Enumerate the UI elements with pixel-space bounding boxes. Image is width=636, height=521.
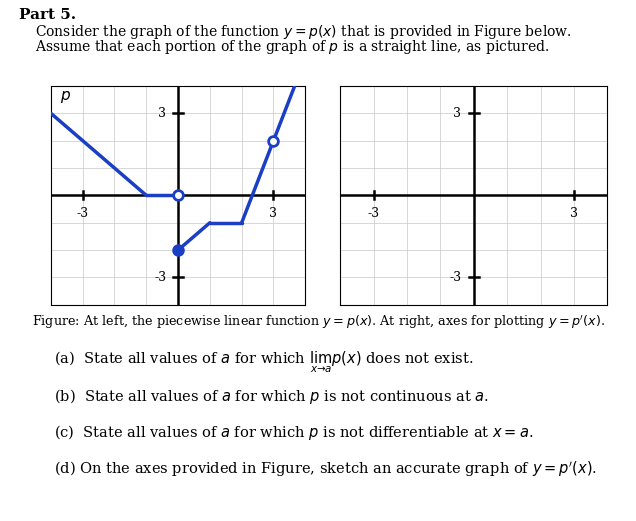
- Text: $p$: $p$: [60, 89, 71, 105]
- Text: 3: 3: [453, 107, 462, 120]
- Text: 3: 3: [570, 207, 578, 220]
- Text: -3: -3: [368, 207, 380, 220]
- Text: Consider the graph of the function $y = p(x)$ that is provided in Figure below.: Consider the graph of the function $y = …: [35, 23, 572, 42]
- Text: (b)  State all values of $a$ for which $p$ is not continuous at $a$.: (b) State all values of $a$ for which $p…: [54, 387, 489, 405]
- Text: 3: 3: [158, 107, 167, 120]
- Text: Part 5.: Part 5.: [19, 8, 76, 22]
- Text: -3: -3: [154, 271, 167, 284]
- Text: Assume that each portion of the graph of $p$ is a straight line, as pictured.: Assume that each portion of the graph of…: [35, 38, 550, 56]
- Text: (c)  State all values of $a$ for which $p$ is not differentiable at $x = a$.: (c) State all values of $a$ for which $p…: [54, 423, 534, 442]
- Text: -3: -3: [76, 207, 89, 220]
- Text: 3: 3: [270, 207, 277, 220]
- Text: -3: -3: [450, 271, 462, 284]
- Text: Figure: At left, the piecewise linear function $y = p(x)$. At right, axes for pl: Figure: At left, the piecewise linear fu…: [32, 314, 605, 331]
- Text: (d) On the axes provided in Figure, sketch an accurate graph of $y = p'(x)$.: (d) On the axes provided in Figure, sket…: [54, 460, 597, 479]
- Text: (a)  State all values of $a$ for which $\lim_{x\to a} p(x)$ does not exist.: (a) State all values of $a$ for which $\…: [54, 350, 473, 375]
